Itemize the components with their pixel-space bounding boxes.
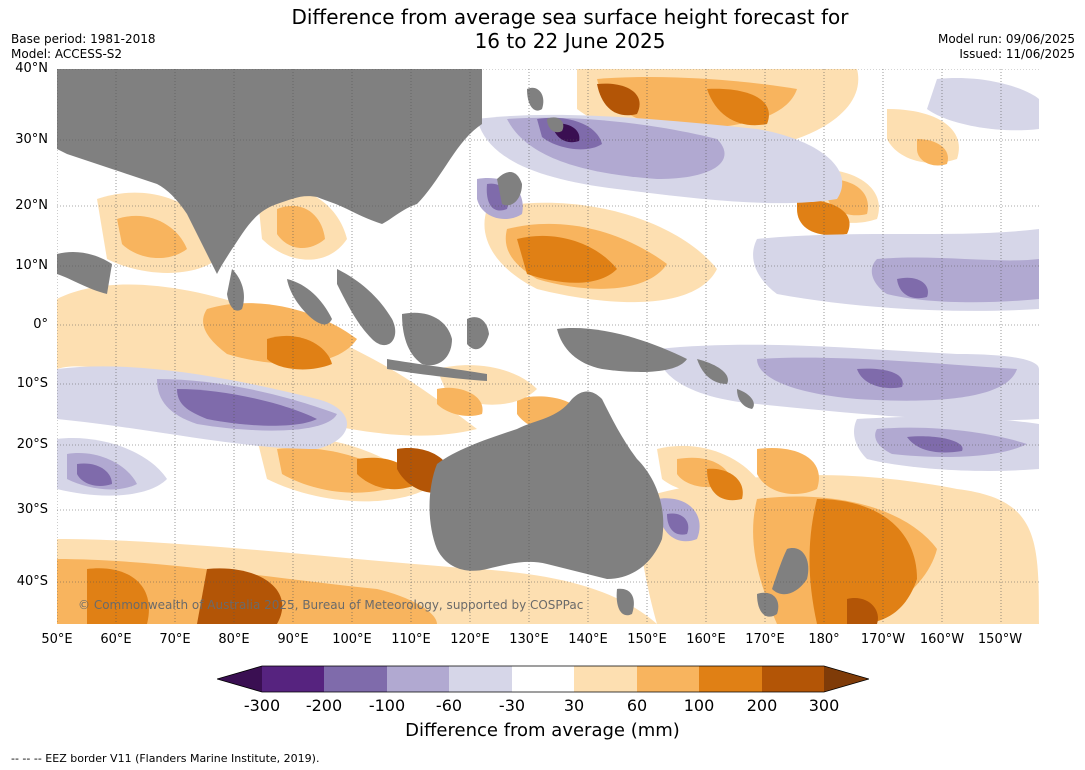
lon-label-170w: 170°W [860, 632, 906, 647]
graticule [57, 69, 1039, 624]
colorbar-label-60: 60 [626, 696, 648, 715]
lat-label-20n: 20°N [15, 198, 48, 213]
colorbar-label-30: 30 [563, 696, 585, 715]
anomaly-negative-patches [57, 78, 1039, 542]
colorbar-swatch-5 [512, 666, 574, 692]
issued-text: Issued: 11/06/2025 [959, 47, 1075, 61]
meta-right: Model run: 09/06/2025 Issued: 11/06/2025 [938, 32, 1075, 62]
title-line-1: Difference from average sea surface heig… [291, 5, 849, 29]
colorbar-swatch-2 [324, 666, 387, 692]
meta-left: Base period: 1981-2018 Model: ACCESS-S2 [11, 32, 156, 62]
colorbar-swatch-9 [762, 666, 824, 692]
colorbar-swatch-6 [574, 666, 637, 692]
lat-label-30n: 30°N [15, 132, 48, 147]
eez-footnote: -- -- -- EEZ border V11 (Flanders Marine… [11, 752, 320, 765]
lon-label-50e: 50°E [41, 632, 73, 647]
colorbar-label-200: 200 [746, 696, 778, 715]
lat-label-40s: 40°S [16, 574, 48, 589]
sea-height-map[interactable] [57, 69, 1039, 624]
lat-label-10n: 10°N [15, 258, 48, 273]
land-masses [57, 69, 809, 617]
map-title: Difference from average sea surface heig… [220, 5, 920, 53]
colorbar-swatch-1 [262, 666, 324, 692]
colorbar-label-neg300: -300 [243, 696, 281, 715]
lon-label-150w: 150°W [977, 632, 1023, 647]
colorbar-arrow-low [217, 666, 262, 692]
lon-label-60e: 60°E [100, 632, 132, 647]
lon-label-170e: 170°E [745, 632, 785, 647]
lat-label-30s: 30°S [16, 502, 48, 517]
lon-label-100e: 100°E [332, 632, 372, 647]
colorbar-label-neg200: -200 [305, 696, 343, 715]
colorbar-swatch-8 [699, 666, 762, 692]
lon-label-120e: 120°E [450, 632, 490, 647]
lon-label-110e: 110°E [391, 632, 431, 647]
colorbar-label-300: 300 [808, 696, 840, 715]
lon-label-130e: 130°E [509, 632, 549, 647]
map-canvas [57, 69, 1039, 624]
model-run-text: Model run: 09/06/2025 [937, 32, 1075, 46]
lat-label-40n: 40°N [15, 61, 48, 76]
colorbar-label-100: 100 [683, 696, 715, 715]
colorbar-swatch-3 [387, 666, 449, 692]
lon-label-80e: 80°E [218, 632, 250, 647]
colorbar-label-neg60: -60 [435, 696, 463, 715]
base-period-text: Base period: 1981-2018 [11, 32, 156, 46]
lon-label-180: 180° [808, 632, 840, 647]
colorbar-swatch-7 [637, 666, 699, 692]
lat-label-10s: 10°S [16, 376, 48, 391]
lon-label-140e: 140°E [568, 632, 608, 647]
colorbar-title: Difference from average (mm) [405, 720, 680, 741]
lat-label-20s: 20°S [16, 437, 48, 452]
lat-label-0: 0° [33, 317, 48, 332]
colorbar-arrow-high [824, 666, 869, 692]
anomaly-positive-patches [57, 69, 1039, 624]
colorbar-swatch-4 [449, 666, 512, 692]
lon-label-70e: 70°E [159, 632, 191, 647]
colorbar-label-neg30: -30 [498, 696, 526, 715]
lon-label-160e: 160°E [686, 632, 726, 647]
model-text: Model: ACCESS-S2 [11, 47, 123, 61]
title-line-2: 16 to 22 June 2025 [474, 29, 666, 53]
colorbar [217, 665, 869, 693]
lon-label-150e: 150°E [627, 632, 667, 647]
copyright-text: © Commonwealth of Australia 2025, Bureau… [78, 598, 584, 612]
lon-label-90e: 90°E [277, 632, 309, 647]
colorbar-label-neg100: -100 [368, 696, 406, 715]
lon-label-160w: 160°W [919, 632, 965, 647]
